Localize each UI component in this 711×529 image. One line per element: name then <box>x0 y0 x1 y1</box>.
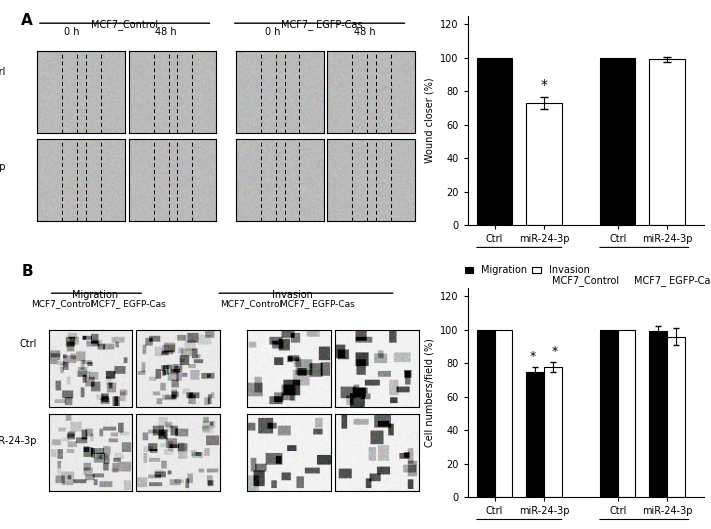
Bar <box>495 330 513 497</box>
Legend: Migration, Invasion: Migration, Invasion <box>461 261 593 279</box>
Text: MCF7_ EGFP-Cas: MCF7_ EGFP-Cas <box>281 19 363 30</box>
Bar <box>477 330 495 497</box>
Text: *: * <box>530 350 535 363</box>
Text: 48 h: 48 h <box>155 28 176 38</box>
Text: A: A <box>21 13 33 28</box>
Y-axis label: Wound closer (%): Wound closer (%) <box>424 78 434 163</box>
Text: *: * <box>540 78 547 92</box>
Text: miR-24-3p: miR-24-3p <box>0 436 37 446</box>
Bar <box>526 372 544 497</box>
Bar <box>649 59 685 225</box>
Text: 0 h: 0 h <box>64 28 80 38</box>
Text: MCF7_ EGFP-Cas: MCF7_ EGFP-Cas <box>280 299 355 308</box>
Text: MCF7_Control: MCF7_Control <box>31 299 93 308</box>
Bar <box>600 58 636 225</box>
Y-axis label: Cell numbers/field (%): Cell numbers/field (%) <box>424 338 434 447</box>
Bar <box>477 58 513 225</box>
Bar <box>667 336 685 497</box>
Text: *: * <box>552 345 558 358</box>
Text: Invasion: Invasion <box>272 290 313 300</box>
Bar <box>544 367 562 497</box>
Text: MCF7_ EGFP-Cas: MCF7_ EGFP-Cas <box>634 276 711 286</box>
Bar <box>649 332 667 497</box>
Text: 48 h: 48 h <box>353 28 375 38</box>
Bar <box>526 103 562 225</box>
Text: Ctrl: Ctrl <box>0 67 6 77</box>
Text: Ctrl: Ctrl <box>19 340 37 350</box>
Text: 0 h: 0 h <box>265 28 281 38</box>
Text: MCF7_Control: MCF7_Control <box>220 299 282 308</box>
Text: MCF7_Control: MCF7_Control <box>552 276 619 286</box>
Text: miR-24-3p: miR-24-3p <box>0 161 6 171</box>
Text: MCF7_Control: MCF7_Control <box>91 19 159 30</box>
Text: B: B <box>21 264 33 279</box>
Text: Migration: Migration <box>73 290 119 300</box>
Text: MCF7_ EGFP-Cas: MCF7_ EGFP-Cas <box>91 299 166 308</box>
Bar <box>618 330 636 497</box>
Bar <box>600 330 618 497</box>
